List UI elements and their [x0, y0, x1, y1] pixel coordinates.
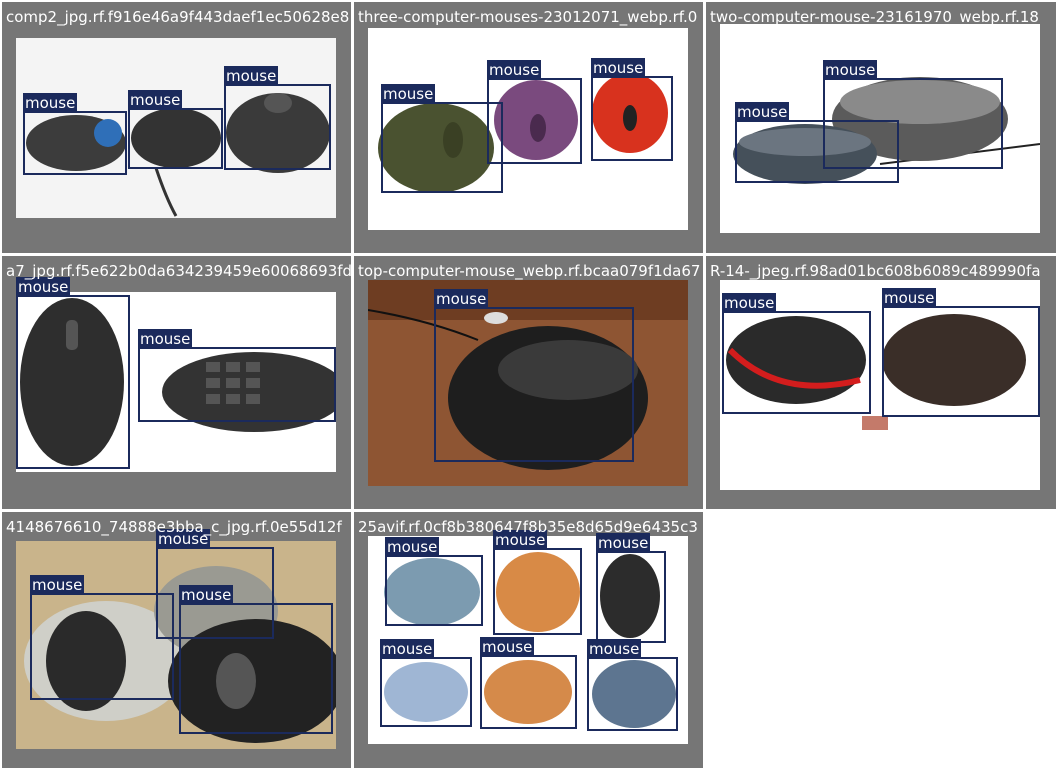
detection-box[interactable]: mouse	[596, 533, 666, 643]
class-label: mouse	[493, 530, 548, 550]
detection-box[interactable]: mouse	[480, 637, 577, 729]
class-label: mouse	[23, 93, 78, 113]
detection-box[interactable]: mouse	[385, 537, 483, 626]
detection-box[interactable]: mouse	[882, 288, 1040, 417]
class-label: mouse	[30, 575, 85, 595]
class-label: mouse	[128, 90, 183, 110]
class-label: mouse	[179, 585, 234, 605]
detection-box[interactable]: mouse	[587, 639, 678, 731]
detection-box[interactable]: mouse	[434, 289, 634, 462]
detection-box[interactable]: mouse	[493, 530, 582, 635]
class-label: mouse	[16, 277, 71, 297]
class-label: mouse	[591, 58, 646, 78]
mouse-photo	[16, 541, 336, 749]
class-label: mouse	[381, 84, 436, 104]
tile-filename: 25avif.rf.0cf8b380647f8b35e8d65d9e6435c3	[358, 518, 698, 536]
detection-box[interactable]: mouse	[179, 585, 333, 734]
class-label: mouse	[823, 60, 878, 80]
detection-box[interactable]: mouse	[156, 529, 274, 639]
detection-box[interactable]: mouse	[823, 60, 1003, 169]
class-label: mouse	[480, 637, 535, 657]
tile-filename: a7_jpg.rf.f5e622b0da634239459e60068693fd	[6, 262, 351, 280]
class-label: mouse	[224, 66, 279, 86]
class-label: mouse	[596, 533, 651, 553]
image-tile-7[interactable]: 4148676610_74888e3bba_c_jpg.rf.0e55d12f …	[2, 512, 351, 768]
image-tile-3[interactable]: two-computer-mouse-23161970_webp.rf.18 m…	[706, 2, 1056, 253]
tile-filename: comp2_jpg.rf.f916e46a9f443daef1ec50628e8	[6, 8, 350, 26]
detection-box[interactable]: mouse	[128, 90, 223, 169]
mouse-photo	[720, 24, 1040, 233]
tile-filename: R-14-_jpeg.rf.98ad01bc608b6089c489990fa	[710, 262, 1041, 280]
detection-box[interactable]: mouse	[735, 102, 899, 183]
tile-filename: top-computer-mouse_webp.rf.bcaa079f1da67	[358, 262, 701, 280]
class-label: mouse	[487, 60, 542, 80]
detection-box[interactable]: mouse	[487, 60, 582, 164]
image-tile-5[interactable]: top-computer-mouse_webp.rf.bcaa079f1da67…	[354, 256, 703, 509]
class-label: mouse	[587, 639, 642, 659]
class-label: mouse	[434, 289, 489, 309]
image-tile-8[interactable]: 25avif.rf.0cf8b380647f8b35e8d65d9e6435c3…	[354, 512, 703, 768]
tile-filename: 4148676610_74888e3bba_c_jpg.rf.0e55d12f	[6, 518, 342, 536]
class-label: mouse	[156, 529, 211, 549]
detection-box[interactable]: mouse	[30, 575, 174, 700]
image-tile-2[interactable]: three-computer-mouses-23012071_webp.rf.0…	[354, 2, 703, 253]
image-tile-1[interactable]: comp2_jpg.rf.f916e46a9f443daef1ec50628e8…	[2, 2, 351, 253]
mouse-photo	[720, 280, 1040, 490]
mouse-photo	[368, 280, 688, 486]
detection-box[interactable]: mouse	[380, 639, 472, 727]
detection-box[interactable]: mouse	[23, 93, 127, 175]
detection-box[interactable]: mouse	[722, 293, 871, 414]
detection-box[interactable]: mouse	[16, 277, 130, 469]
mouse-photo	[16, 38, 336, 218]
detection-box[interactable]: mouse	[224, 66, 331, 170]
class-label: mouse	[138, 329, 193, 349]
detection-box[interactable]: mouse	[138, 329, 336, 422]
image-tile-4[interactable]: a7_jpg.rf.f5e622b0da634239459e60068693fd…	[2, 256, 351, 509]
mouse-photo	[16, 292, 336, 472]
class-label: mouse	[882, 288, 937, 308]
image-tile-6[interactable]: R-14-_jpeg.rf.98ad01bc608b6089c489990fa …	[706, 256, 1056, 509]
class-label: mouse	[385, 537, 440, 557]
class-label: mouse	[722, 293, 777, 313]
class-label: mouse	[735, 102, 790, 122]
tile-filename: three-computer-mouses-23012071_webp.rf.0	[358, 8, 698, 26]
tile-filename: two-computer-mouse-23161970_webp.rf.18	[710, 8, 1039, 26]
class-label: mouse	[380, 639, 435, 659]
detection-box[interactable]: mouse	[591, 58, 673, 161]
detection-box[interactable]: mouse	[381, 84, 503, 193]
